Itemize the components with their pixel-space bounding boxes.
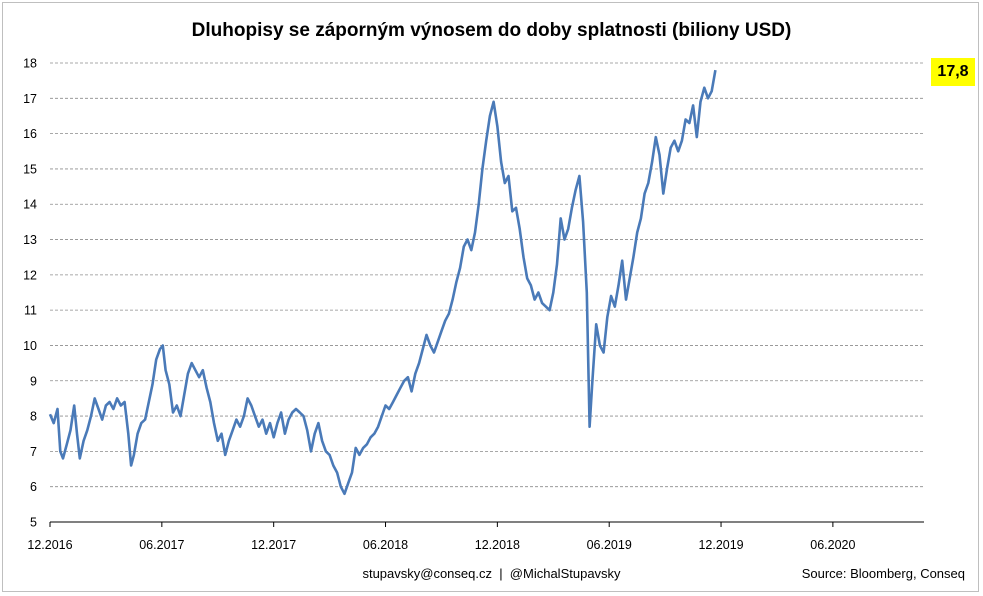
chart-title: Dluhopisy se záporným výnosem do doby sp… bbox=[191, 20, 792, 41]
y-tick-label: 12 bbox=[23, 268, 37, 282]
footer-contact: stupavsky@conseq.cz | @MichalStupavsky bbox=[362, 566, 621, 581]
footer-source: Source: Bloomberg, Conseq bbox=[801, 566, 965, 581]
y-tick-label: 17 bbox=[23, 92, 37, 106]
y-tick-label: 9 bbox=[30, 374, 37, 388]
x-tick-label: 06.2019 bbox=[587, 538, 632, 552]
y-tick-label: 16 bbox=[23, 127, 37, 141]
x-tick-label: 12.2016 bbox=[27, 538, 72, 552]
y-tick-label: 6 bbox=[30, 480, 37, 494]
grid-lines bbox=[50, 62, 924, 523]
y-tick-label: 10 bbox=[23, 339, 37, 353]
y-tick-label: 11 bbox=[24, 304, 37, 318]
y-tick-label: 7 bbox=[30, 445, 37, 459]
y-tick-label: 14 bbox=[23, 198, 37, 212]
y-tick-label: 13 bbox=[23, 233, 37, 247]
x-tick-label: 06.2020 bbox=[810, 538, 855, 552]
y-tick-label: 15 bbox=[23, 162, 37, 176]
x-tick-label: 12.2017 bbox=[251, 538, 296, 552]
x-tick-label: 12.2019 bbox=[698, 538, 743, 552]
last-value-label: 17,8 bbox=[931, 58, 975, 86]
x-tick-label: 06.2018 bbox=[363, 538, 408, 552]
y-tick-label: 5 bbox=[30, 516, 37, 530]
y-tick-label: 18 bbox=[23, 57, 37, 71]
x-tick-label: 06.2017 bbox=[139, 538, 184, 552]
x-axis: 12.2016 06.2017 12.2017 06.2018 12.2018 06.20… bbox=[27, 522, 856, 552]
x-tick-label: 12.2018 bbox=[475, 538, 520, 552]
series-line bbox=[48, 69, 717, 496]
y-tick-label: 8 bbox=[30, 410, 37, 424]
y-axis: 5 6 7 8 9 10 11 12 13 14 15 16 17 18 bbox=[23, 57, 37, 530]
